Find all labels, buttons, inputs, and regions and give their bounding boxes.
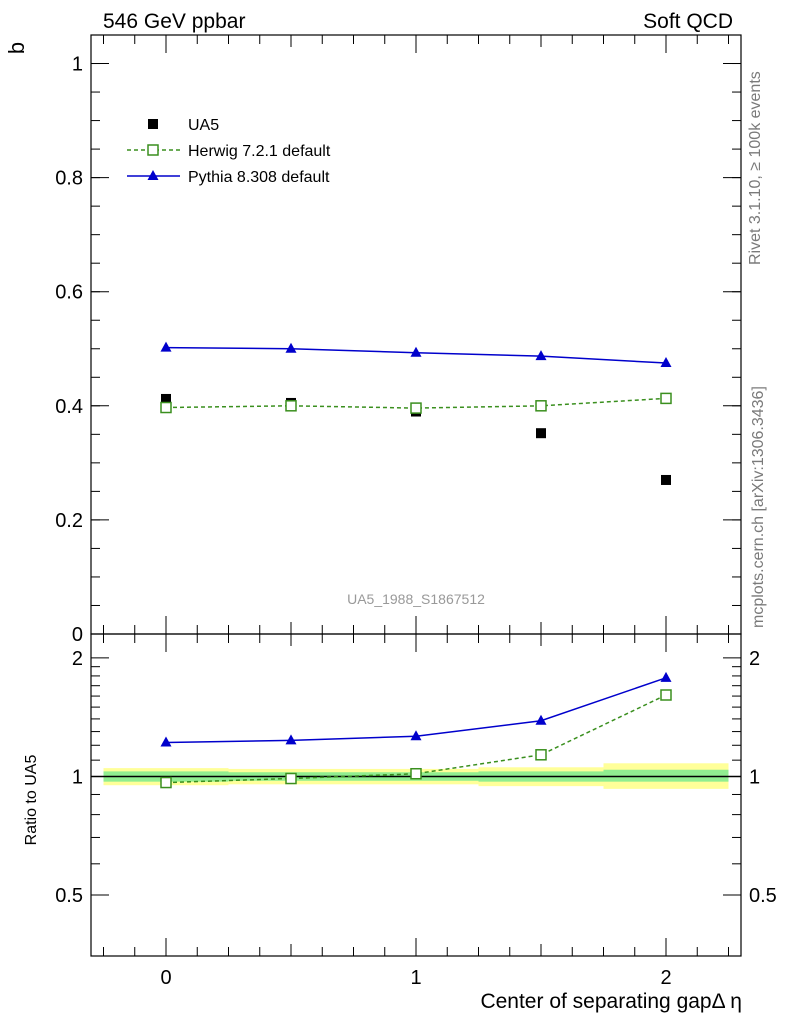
ratio-xtick-label: 2 [660,967,671,989]
ratio-ytick-label-left: 0.5 [55,885,83,907]
legend-label-1: Herwig 7.2.1 default [188,143,331,160]
xlabel: Center of separating gapΔ η [480,990,742,1013]
legend-marker-2 [147,170,159,180]
main-ytick-label: 0.4 [55,396,83,418]
legend-label-0: UA5 [188,117,219,134]
main-point-2 [660,357,672,368]
ratio-xtick-label: 0 [160,967,171,989]
ratio-ylabel: Ratio to UA5 [23,755,40,846]
main-point-0 [661,474,671,485]
ratio-point-0 [535,749,547,761]
header-left: 546 GeV ppbar [103,10,245,33]
ratio-point-1 [410,730,422,741]
legend-label-2: Pythia 8.308 default [188,169,330,186]
ratio-series-line-0 [165,694,667,784]
ratio-point-0 [410,767,422,780]
main-point-1 [535,400,547,412]
header-right: Soft QCD [643,10,733,33]
analysis-watermark: UA5_1988_S1867512 [347,591,485,607]
main-point-2 [535,350,547,361]
main-plot: 0 0.2 0.4 0.6 0.8 1 [55,34,742,646]
ratio-ytick-label-right: 0.5 [749,885,777,907]
main-point-0 [536,428,546,439]
ratio-point-0 [160,776,172,789]
ratio-xtick-label: 1 [410,967,421,989]
main-point-2 [285,342,297,353]
main-ytick-label: 0.2 [55,510,83,532]
ratio-plot: 0.5 0.5 1 1 2 2 0 1 2 [55,633,777,989]
ratio-ytick-label-left: 2 [72,648,83,670]
ratio-frame [90,633,742,957]
main-point-1 [410,402,422,414]
ratio-ytick-label-right: 2 [749,648,760,670]
main-point-0 [161,393,171,404]
main-point-2 [160,341,172,352]
main-ytick-label: 0.8 [55,168,83,190]
ratio-point-1 [660,671,672,682]
legend-marker-0 [148,119,158,129]
mcplots-label: mcplots.cern.ch [arXiv:1306.3436] [750,386,767,628]
main-point-2 [410,346,422,357]
main-point-1 [285,400,297,412]
rivet-label: Rivet 3.1.10, ≥ 100k events [747,71,764,265]
ratio-point-0 [660,689,672,701]
legend: UA5 Herwig 7.2.1 default Pythia 8.308 defa… [127,117,331,186]
ratio-ytick-label-left: 1 [72,766,83,788]
ratio-point-1 [285,734,297,745]
main-series-line-1 [165,397,667,409]
main-point-1 [160,401,172,414]
ratio-point-1 [160,736,172,747]
main-ytick-label: 1 [72,54,83,76]
main-ylabel: b [4,42,29,54]
ratio-point-1 [535,714,547,725]
ratio-ytick-label-right: 1 [749,766,760,788]
main-ytick-label: 0 [72,624,83,646]
legend-marker-1 [147,144,159,156]
main-ytick-label: 0.6 [55,282,83,304]
main-point-1 [660,392,672,405]
ratio-point-0 [285,772,297,785]
